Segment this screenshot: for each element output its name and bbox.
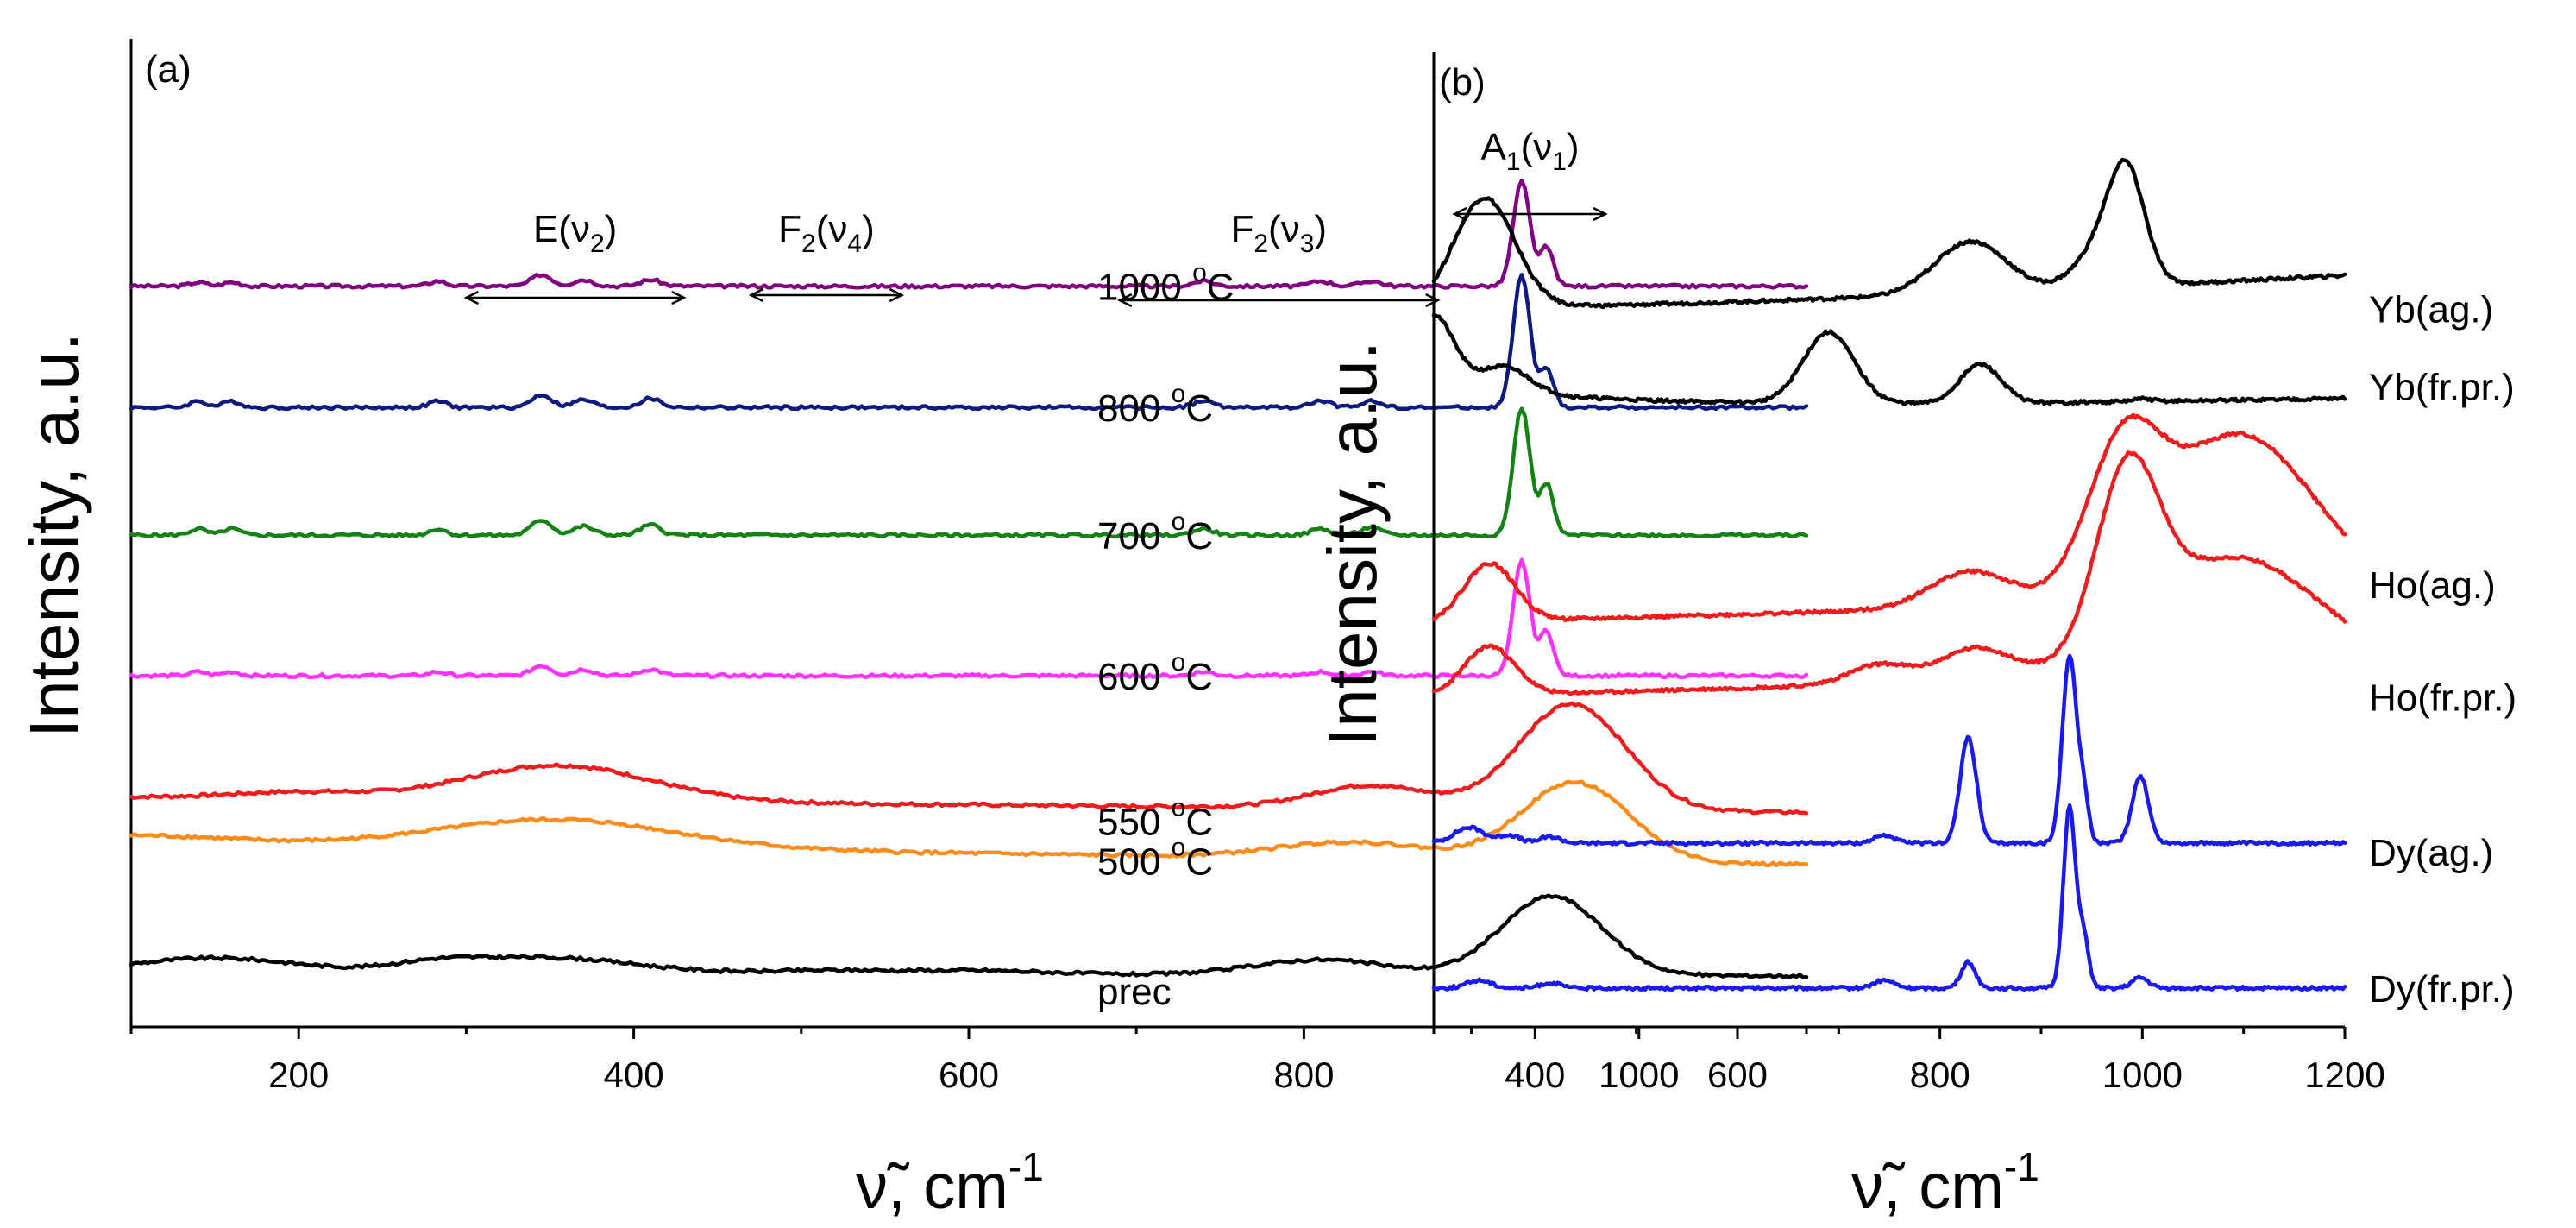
series-label: 500 oC: [1097, 833, 1213, 883]
panel-b-legend: Yb(ag.) Yb(fr.pr.) Ho(ag.) Ho(fr.pr.) Dy(ag.…: [2369, 289, 2516, 1011]
panel-b-x-label-text: ν̃, cm: [1851, 1150, 2004, 1222]
series-line-dy-fr-pr-: [1431, 803, 2347, 992]
panel-b-series: [1431, 157, 2347, 992]
x-tick-label: 600: [1707, 1055, 1768, 1095]
series-label: Yb(fr.pr.): [2369, 367, 2515, 409]
arrow-head-right: [671, 290, 687, 305]
series-label: Ho(ag.): [2369, 564, 2496, 607]
series-label: 700 oC: [1097, 507, 1213, 557]
panel-b-y-label: Intensity, a.u.: [1314, 341, 1391, 746]
svg-text:ν̃, cm-1: ν̃, cm-1: [856, 1144, 1044, 1222]
series-line-prec: [129, 893, 1809, 979]
series-label: Dy(fr.pr.): [2369, 968, 2515, 1011]
x-tick-label: 1000: [1599, 1055, 1679, 1095]
panel-b-label: (b): [1439, 61, 1486, 104]
arrow-head-right: [1425, 293, 1441, 308]
series-line-550-c: [129, 701, 1809, 816]
panel-b-x-label: ν̃, cm-1: [1851, 1144, 2039, 1222]
x-tick-label: 800: [1273, 1055, 1334, 1095]
panel-b-x-ticks: 400 600 800 1000 1200: [1432, 1027, 2385, 1095]
arrow-head-left: [748, 287, 764, 303]
panel-a-label: (a): [145, 48, 192, 91]
x-tick-label: 400: [1505, 1055, 1565, 1095]
series-line-1000-c: [129, 178, 1809, 290]
arrow-head-right: [889, 287, 905, 303]
panel-a-x-label-text: ν̃, cm: [856, 1150, 1008, 1222]
series-label: prec: [1097, 971, 1172, 1013]
arrow-head-left: [463, 290, 479, 305]
series-label: Ho(fr.pr.): [2369, 677, 2516, 720]
x-tick-label: 400: [604, 1055, 664, 1095]
series-line-ho-ag-: [1431, 412, 2347, 622]
panel-a-annotations: E(ν2) F2(ν4) F2(ν3) A1(ν1): [463, 126, 1608, 308]
panel-b: (b) Intensity, a.u. ν̃, cm-1 400 600 800 10…: [1314, 52, 2516, 1222]
series-label: Yb(ag.): [2369, 289, 2493, 331]
series-line-600-c: [129, 557, 1809, 680]
x-tick-label: 1200: [2304, 1055, 2384, 1095]
series-line-yb-fr-pr-: [1431, 313, 2347, 406]
arrow-head-right: [1593, 206, 1608, 222]
x-tick-label: 1000: [2102, 1055, 2183, 1095]
series-label: Dy(ag.): [2369, 832, 2493, 874]
series-label: 600 oC: [1097, 648, 1213, 698]
x-tick-label: 800: [1910, 1055, 1970, 1095]
band-annotation: F2(ν4): [778, 208, 875, 258]
svg-text:ν̃, cm-1: ν̃, cm-1: [1851, 1144, 2039, 1222]
panel-a-y-label: Intensity, a.u.: [16, 332, 92, 738]
series-line-yb-ag-: [1431, 157, 2347, 310]
x-tick-label: 600: [939, 1055, 999, 1095]
band-annotation: A1(ν1): [1481, 126, 1580, 176]
series-line-dy-ag-: [1431, 653, 2347, 847]
arrow-head-left: [1116, 293, 1133, 308]
series-line-ho-fr-pr-: [1431, 450, 2347, 696]
band-annotation: E(ν2): [533, 208, 617, 258]
band-annotation: F2(ν3): [1230, 208, 1327, 258]
panel-a-x-ticks: 200 400 600 800 1000: [129, 1027, 1808, 1095]
panel-a: (a) Intensity, a.u. ν̃, cm-1 200 400 600 80…: [16, 39, 1809, 1222]
x-tick-label: 200: [268, 1055, 329, 1095]
panel-a-x-label-sup: -1: [1008, 1144, 1044, 1189]
series-label: 550 oC: [1097, 794, 1213, 844]
series-line-800-c: [129, 273, 1809, 412]
panel-a-series: [129, 178, 1809, 979]
panel-a-x-label: ν̃, cm-1: [856, 1144, 1044, 1222]
series-label: 800 oC: [1097, 380, 1213, 430]
series-line-500-c: [129, 779, 1809, 868]
series-line-700-c: [129, 406, 1809, 539]
series-label: 1000 oC: [1097, 259, 1235, 309]
panel-b-x-label-sup: -1: [2004, 1144, 2039, 1189]
